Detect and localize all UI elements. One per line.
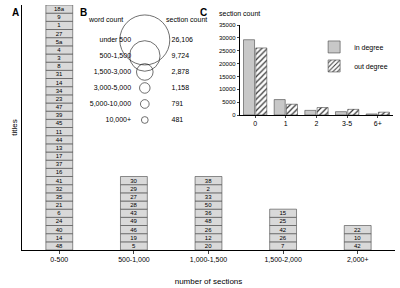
svg-text:49: 49 [130, 218, 137, 224]
svg-text:38: 38 [205, 178, 212, 184]
svg-text:C: C [200, 7, 207, 18]
svg-text:15000: 15000 [219, 74, 236, 80]
svg-text:500-1,000: 500-1,000 [118, 256, 150, 263]
svg-text:A: A [12, 7, 19, 18]
svg-text:791: 791 [172, 100, 184, 107]
svg-text:36: 36 [205, 210, 212, 216]
svg-text:42: 42 [354, 243, 361, 249]
svg-text:number of sections: number of sections [175, 277, 243, 286]
svg-text:13: 13 [56, 145, 63, 151]
svg-text:47: 47 [56, 104, 63, 110]
svg-text:2,000+: 2,000+ [347, 256, 369, 263]
svg-text:3-5: 3-5 [342, 120, 352, 127]
svg-text:40: 40 [56, 227, 63, 233]
svg-text:19: 19 [130, 235, 137, 241]
svg-text:out degree: out degree [354, 63, 388, 71]
svg-text:500-1,500: 500-1,500 [100, 52, 132, 59]
svg-text:41: 41 [56, 178, 63, 184]
svg-text:26: 26 [279, 235, 286, 241]
svg-text:1: 1 [284, 120, 288, 127]
svg-text:in degree: in degree [354, 44, 383, 52]
svg-text:9,724: 9,724 [172, 52, 190, 59]
svg-text:27: 27 [56, 31, 63, 37]
svg-text:word count: word count [88, 16, 123, 23]
svg-text:16: 16 [56, 169, 63, 175]
svg-text:31: 31 [56, 71, 63, 77]
svg-text:2: 2 [207, 186, 211, 192]
svg-text:5: 5 [132, 243, 136, 249]
svg-text:section count: section count [166, 16, 207, 23]
svg-text:30000: 30000 [219, 35, 236, 41]
svg-text:17: 17 [56, 153, 63, 159]
svg-text:14: 14 [56, 80, 63, 86]
svg-text:35: 35 [56, 194, 63, 200]
svg-text:27: 27 [130, 194, 137, 200]
svg-text:33: 33 [205, 194, 212, 200]
svg-text:6: 6 [57, 210, 61, 216]
svg-text:45: 45 [56, 120, 63, 126]
svg-text:32: 32 [56, 186, 63, 192]
svg-text:3,000-5,000: 3,000-5,000 [94, 84, 131, 91]
svg-text:20: 20 [205, 243, 212, 249]
svg-text:35000: 35000 [219, 22, 236, 28]
svg-text:21: 21 [56, 202, 63, 208]
svg-text:44: 44 [56, 137, 63, 143]
svg-text:3: 3 [57, 55, 61, 61]
svg-text:0: 0 [253, 120, 257, 127]
svg-text:30: 30 [130, 178, 137, 184]
svg-text:10000: 10000 [219, 86, 236, 92]
svg-text:11: 11 [56, 129, 63, 135]
svg-text:46: 46 [130, 227, 137, 233]
svg-text:10: 10 [354, 235, 361, 241]
svg-text:1: 1 [57, 22, 61, 28]
svg-text:14: 14 [56, 235, 63, 241]
svg-text:34: 34 [56, 88, 63, 94]
svg-text:22: 22 [354, 227, 361, 233]
svg-text:42: 42 [279, 227, 286, 233]
svg-text:23: 23 [56, 96, 63, 102]
svg-text:18a: 18a [54, 6, 65, 12]
svg-text:481: 481 [172, 116, 184, 123]
svg-text:0: 0 [232, 112, 236, 118]
svg-text:43: 43 [130, 210, 137, 216]
svg-text:48: 48 [205, 218, 212, 224]
svg-text:5000: 5000 [222, 99, 236, 105]
svg-text:10,000+: 10,000+ [106, 116, 132, 123]
svg-text:28: 28 [130, 202, 137, 208]
svg-text:37: 37 [56, 161, 63, 167]
svg-text:24: 24 [56, 218, 63, 224]
svg-text:titles: titles [10, 119, 19, 135]
svg-text:1,500-2,000: 1,500-2,000 [264, 256, 301, 263]
svg-text:20000: 20000 [219, 61, 236, 67]
svg-text:39: 39 [56, 112, 63, 118]
svg-text:7: 7 [281, 243, 285, 249]
svg-text:5a: 5a [56, 39, 63, 45]
svg-text:50: 50 [205, 202, 212, 208]
svg-text:12: 12 [205, 235, 212, 241]
svg-text:26: 26 [205, 227, 212, 233]
svg-text:15: 15 [279, 210, 286, 216]
svg-text:2: 2 [315, 120, 319, 127]
svg-text:section count: section count [219, 10, 260, 17]
svg-text:1,000-1,500: 1,000-1,500 [190, 256, 227, 263]
svg-text:1,500-3,000: 1,500-3,000 [94, 68, 131, 75]
svg-text:6+: 6+ [374, 120, 382, 127]
svg-text:B: B [80, 7, 87, 18]
svg-text:1,158: 1,158 [172, 84, 190, 91]
svg-text:48: 48 [56, 243, 63, 249]
svg-text:0-500: 0-500 [50, 256, 68, 263]
svg-text:25: 25 [279, 218, 286, 224]
svg-text:26,106: 26,106 [172, 36, 194, 43]
svg-text:8: 8 [57, 63, 61, 69]
svg-text:29: 29 [130, 186, 137, 192]
svg-text:9: 9 [57, 14, 61, 20]
svg-text:5,000-10,000: 5,000-10,000 [90, 100, 131, 107]
svg-text:2,878: 2,878 [172, 68, 190, 75]
svg-text:under 500: under 500 [100, 36, 132, 43]
svg-text:25000: 25000 [219, 48, 236, 54]
svg-text:4: 4 [57, 47, 61, 53]
